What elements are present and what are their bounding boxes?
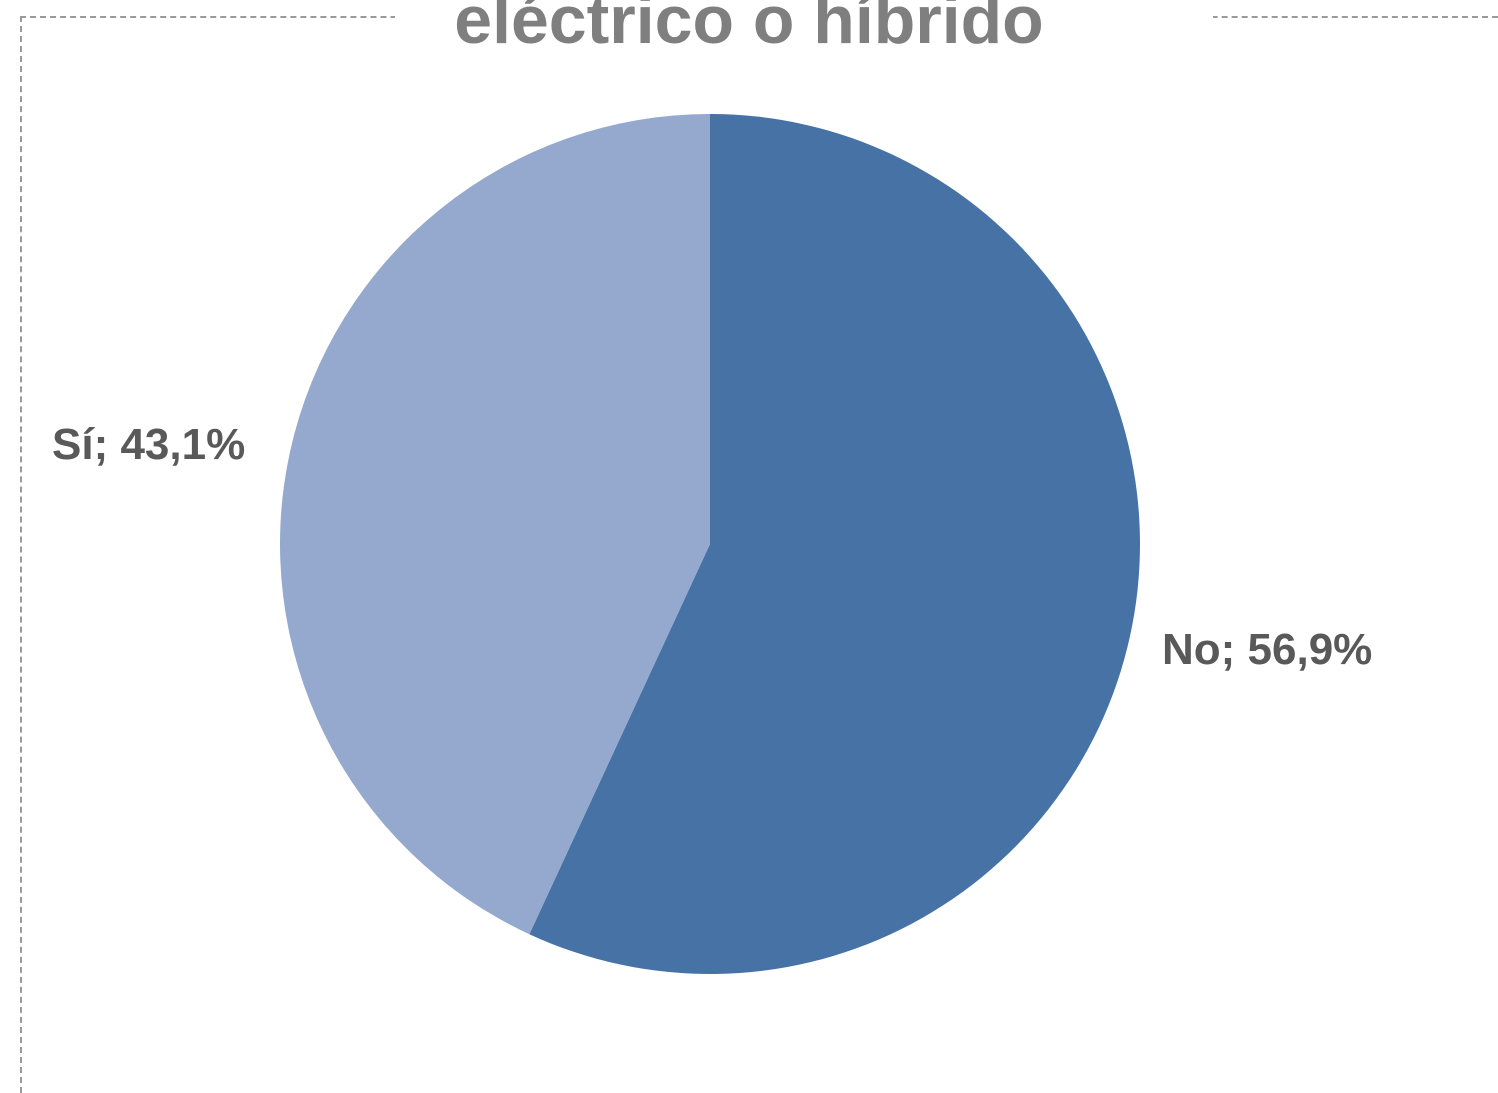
pie-slice-no <box>529 114 1140 974</box>
title-background <box>395 0 1213 40</box>
data-label-no: No; 56,9% <box>1162 625 1373 674</box>
pie-slice-si <box>279 113 710 935</box>
chart-title: eléctrico o híbrido <box>454 0 1044 58</box>
data-label-si: Sí; 43,1% <box>52 420 246 469</box>
